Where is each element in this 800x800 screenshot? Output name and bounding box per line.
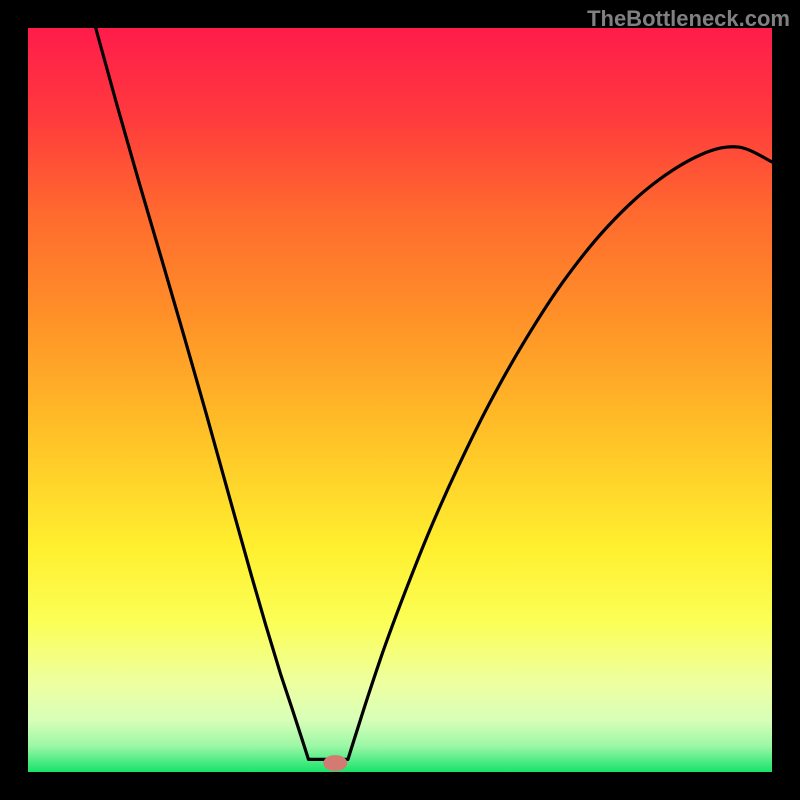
watermark-text: TheBottleneck.com bbox=[587, 6, 790, 32]
chart-container: TheBottleneck.com bbox=[0, 0, 800, 800]
gradient-background bbox=[28, 28, 772, 772]
plot-svg bbox=[28, 28, 772, 772]
plot-area bbox=[28, 28, 772, 772]
optimal-point-marker bbox=[323, 755, 347, 771]
